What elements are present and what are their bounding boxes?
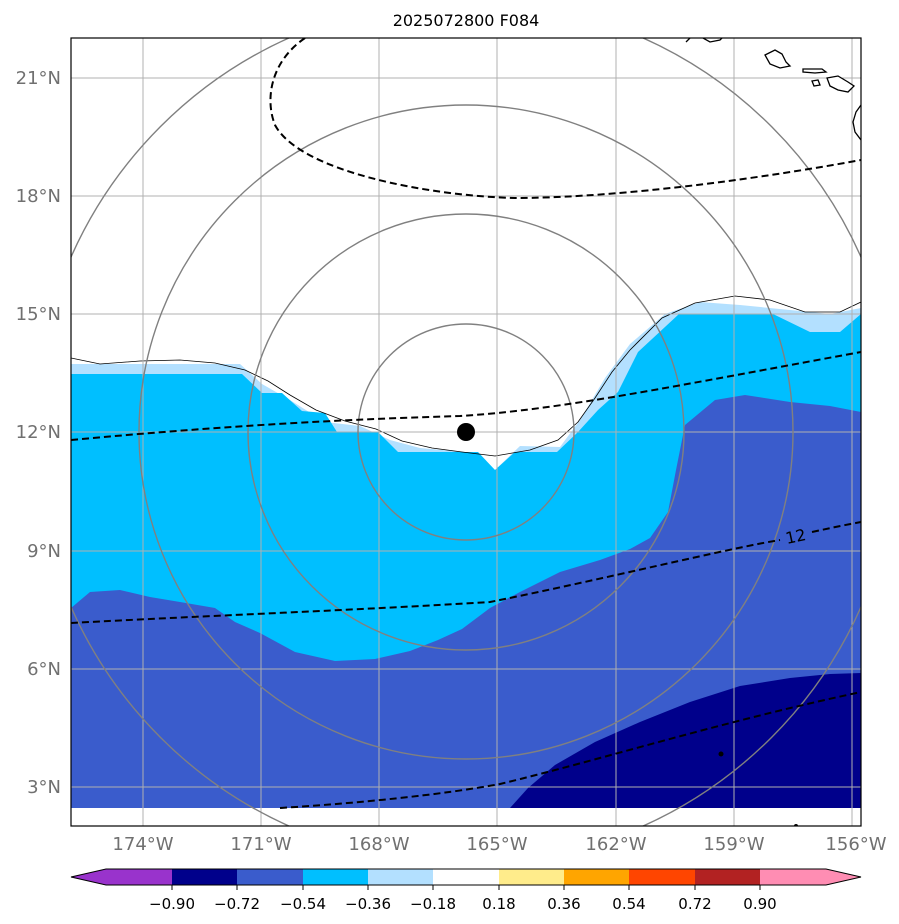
- lat-label: 3°N: [27, 777, 61, 798]
- coastlines: [685, 38, 861, 141]
- gridlines: [71, 38, 861, 826]
- lon-label: 168°W: [348, 834, 409, 855]
- island-lanai: [811, 79, 821, 87]
- contour-line-12n: [71, 351, 861, 441]
- colorbar-outline: [70, 868, 862, 886]
- colorbar-bin: [237, 869, 303, 885]
- lat-label: 12°N: [16, 422, 61, 443]
- island-molokai: [802, 68, 828, 74]
- contour-label-12: 12: [784, 525, 808, 548]
- contour-line-south: [279, 691, 861, 809]
- colorbar-extend-low: [71, 869, 106, 885]
- colorbar-bin: [499, 869, 564, 885]
- contour-line-north: [269, 38, 861, 200]
- lon-label: 159°W: [703, 834, 764, 855]
- island-hawaii: [852, 104, 861, 141]
- lon-label: 171°W: [230, 834, 291, 855]
- anomaly-fill-navy: [510, 673, 861, 808]
- lat-label: 15°N: [16, 304, 61, 325]
- lon-label: 162°W: [585, 834, 646, 855]
- lon-label: 156°W: [825, 834, 886, 855]
- range-ring-3: [138, 104, 794, 760]
- range-rings: [71, 38, 861, 826]
- colorbar-extend-high: [826, 869, 861, 885]
- colorbar-bin: [760, 869, 826, 885]
- range-ring-1: [357, 323, 575, 541]
- lon-label: 174°W: [112, 834, 173, 855]
- colorbar-label: 0.36: [547, 895, 580, 913]
- colorbar-label: 0.18: [482, 895, 515, 913]
- lat-labels: 3°N 6°N 9°N 12°N 15°N 18°N 21°N: [16, 68, 61, 798]
- colorbar-label: −0.54: [280, 895, 326, 913]
- colorbar-bin: [303, 869, 368, 885]
- colorbar-bin: [695, 869, 760, 885]
- lat-label: 21°N: [16, 68, 61, 89]
- colorbar-label: −0.36: [345, 895, 391, 913]
- island-niihau-kauai: [685, 38, 723, 43]
- map-title: 2025072800 F084: [393, 11, 540, 30]
- colorbar-label: −0.72: [214, 895, 260, 913]
- colorbar-label: 0.54: [612, 895, 645, 913]
- map-area: 12: [71, 38, 861, 826]
- colorbar-bin: [629, 869, 695, 885]
- colorbar-label: −0.90: [149, 895, 195, 913]
- colorbar: −0.90 −0.72 −0.54 −0.36 −0.18 0.18 0.36 …: [70, 868, 862, 913]
- map-frame: [70, 37, 862, 827]
- colorbar-bin: [172, 869, 237, 885]
- lon-labels: 174°W 171°W 168°W 165°W 162°W 159°W 156°…: [112, 834, 886, 855]
- storm-center-marker: [457, 423, 475, 441]
- lat-label: 9°N: [27, 541, 61, 562]
- colorbar-label: 0.90: [743, 895, 776, 913]
- colorbar-label: 0.72: [678, 895, 711, 913]
- island-oahu: [764, 49, 792, 69]
- colorbar-bin: [368, 869, 433, 885]
- colorbar-bin: [433, 869, 499, 885]
- anomaly-fill-blue: [71, 395, 861, 808]
- colorbar-labels: −0.90 −0.72 −0.54 −0.36 −0.18 0.18 0.36 …: [149, 895, 777, 913]
- colorbar-bin: [564, 869, 629, 885]
- lat-label: 18°N: [16, 186, 61, 207]
- range-ring-2: [247, 213, 685, 651]
- colorbar-label: −0.18: [410, 895, 456, 913]
- lon-label: 165°W: [466, 834, 527, 855]
- contour-line-12: [71, 521, 861, 624]
- island-maui: [826, 75, 856, 93]
- lat-label: 6°N: [27, 659, 61, 680]
- zero-anomaly-outline: [71, 295, 861, 457]
- colorbar-bin: [106, 869, 172, 885]
- dashed-contours: [71, 38, 861, 809]
